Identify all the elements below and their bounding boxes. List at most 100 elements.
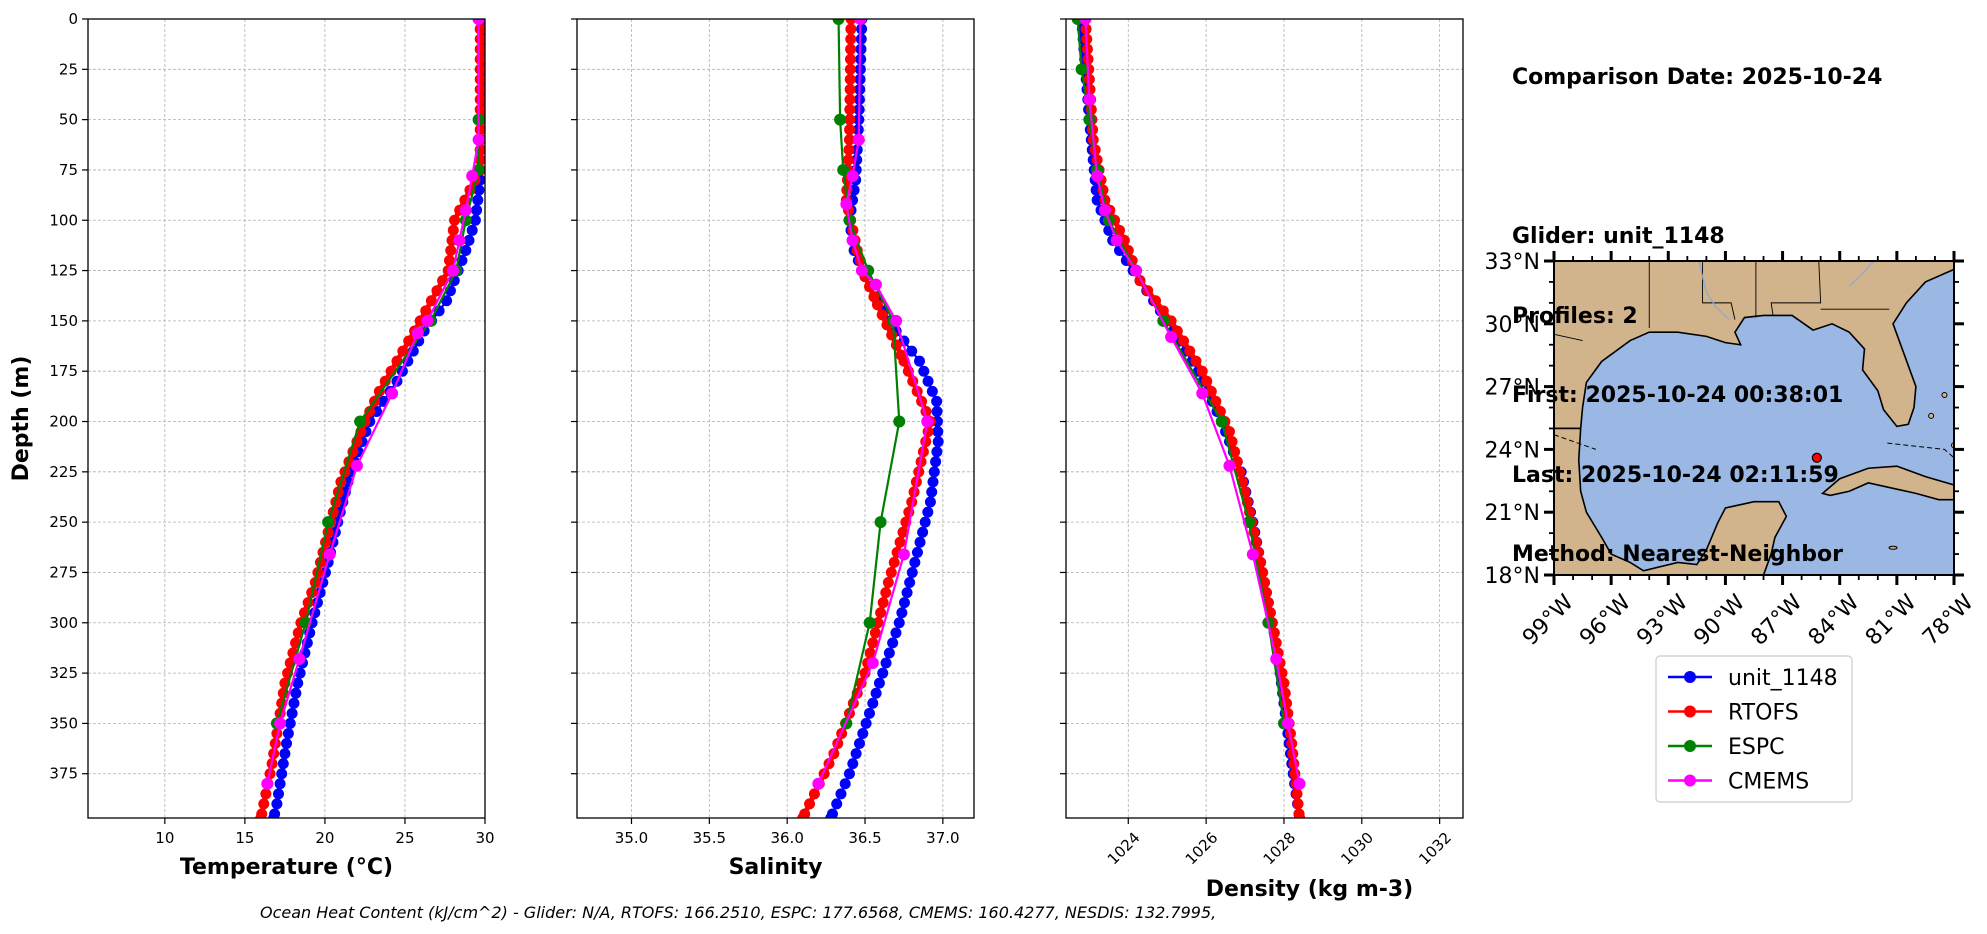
x-tick-label: 15 [235,829,254,847]
data-point [322,516,335,529]
data-point [920,436,932,448]
data-point [832,19,845,25]
data-point [282,727,294,739]
data-point [1293,777,1306,790]
data-point [845,33,857,45]
glider-location-marker [1811,452,1822,463]
data-point [1215,415,1228,428]
data-point [874,516,887,529]
data-point [922,506,934,518]
data-point [812,777,825,790]
data-point [1210,395,1222,407]
data-point [1190,355,1202,367]
map-lon-label: 93°W [1632,590,1693,651]
data-point [397,345,409,357]
map-lat-label: 30°N [1485,313,1540,338]
data-point [834,113,847,126]
river [1848,261,1875,287]
data-point [459,204,472,217]
data-point [474,63,485,75]
data-point [850,748,862,760]
data-point [844,53,856,65]
land-island [1941,391,1948,398]
data-point [847,758,859,770]
map-frame [1553,260,1955,576]
data-point [1083,93,1096,106]
data-point [460,244,472,256]
data-point [463,234,475,246]
data-point [1229,446,1241,458]
data-point [1291,788,1303,800]
data-point [474,43,485,55]
data-point [897,548,910,561]
data-point [1178,335,1190,347]
data-point [919,516,931,528]
data-point [906,345,918,357]
data-point [1201,375,1213,387]
land-island [1888,545,1898,550]
data-point [274,778,286,790]
data-point [364,405,376,417]
data-point [898,597,910,609]
data-point [890,314,903,327]
data-point [931,395,943,407]
data-point [873,677,885,689]
x-axis-label: Temperature (°C) [180,855,393,880]
data-point [447,224,459,236]
data-point [421,314,434,327]
data-point [880,657,892,669]
data-point [294,667,306,679]
data-point [403,335,415,347]
data-point [904,577,916,589]
data-point [846,169,859,182]
data-point [845,43,857,55]
data-point [1196,365,1208,377]
data-point [445,244,457,256]
data-point [474,53,485,65]
series-group [1071,19,1306,818]
data-point [926,486,938,498]
info-block: Comparison Date: 2025-10-24 Glider: unit… [1512,12,1882,595]
data-point [845,19,857,25]
data-point [474,154,485,166]
data-point [914,355,926,367]
data-point [1091,169,1104,182]
data-point [471,204,483,216]
river [1698,261,1730,321]
data-point [909,556,921,568]
data-point [474,83,485,95]
data-point [844,114,856,126]
x-tick-label: 36.0 [770,829,803,847]
y-tick-label: 100 [49,211,78,229]
data-point [411,326,424,339]
data-point [932,436,944,448]
data-point [469,214,481,226]
data-point [856,23,868,35]
axes-frame [1065,18,1464,819]
data-point [893,415,906,428]
data-point [1294,812,1306,818]
land-north-america [1554,261,1954,430]
data-point [901,587,913,599]
data-point [922,375,934,387]
maritime-boundary [1887,442,1954,459]
data-point [255,812,267,818]
y-tick-label: 250 [49,513,78,531]
legend-box [1655,655,1853,803]
comparison-date: Comparison Date: 2025-10-24 [1512,65,1883,90]
data-point [292,677,304,689]
data-point [441,295,453,307]
legend-label: RTOFS [1728,701,1799,726]
data-point [866,657,879,670]
data-point [831,798,843,810]
data-point [926,385,938,397]
x-tick-label: 1028 [1260,829,1300,869]
series-line-CMEMS [817,19,929,785]
data-point [875,607,887,619]
data-point [293,653,306,666]
data-point [869,627,881,639]
legend-marker [1684,671,1696,683]
data-point [279,748,291,760]
